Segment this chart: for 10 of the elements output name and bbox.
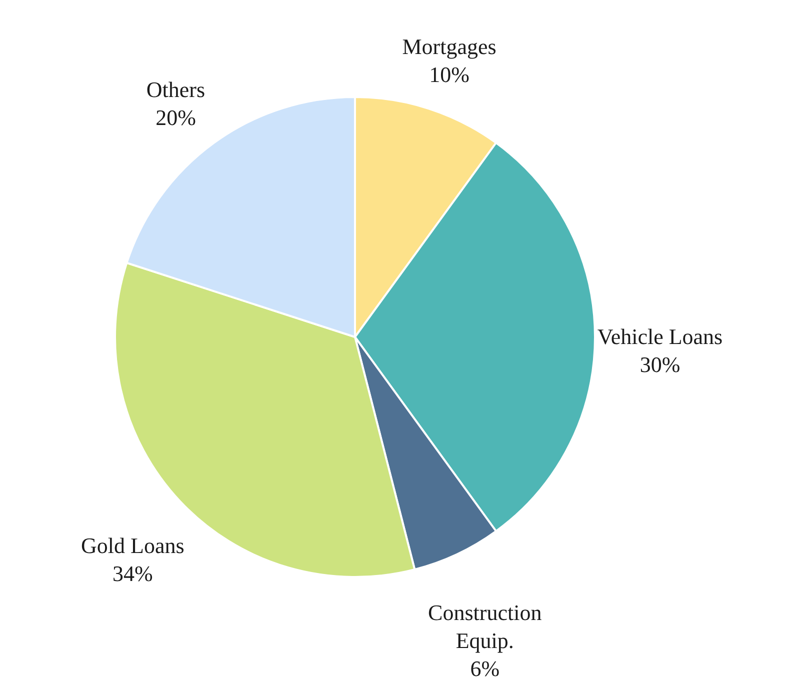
data-label: 34% xyxy=(112,560,153,586)
slice-label: Vehicle Loans xyxy=(597,324,723,349)
data-label: 10% xyxy=(429,62,470,87)
slice-label: Construction Equip. xyxy=(428,600,542,653)
data-label: 20% xyxy=(156,105,196,130)
slice-label: Mortgages xyxy=(402,34,496,59)
data-label: 6% xyxy=(470,656,500,681)
slice-label: Others xyxy=(146,77,206,102)
slice-label: Gold Loans xyxy=(81,532,184,558)
data-label: 30% xyxy=(640,352,680,377)
